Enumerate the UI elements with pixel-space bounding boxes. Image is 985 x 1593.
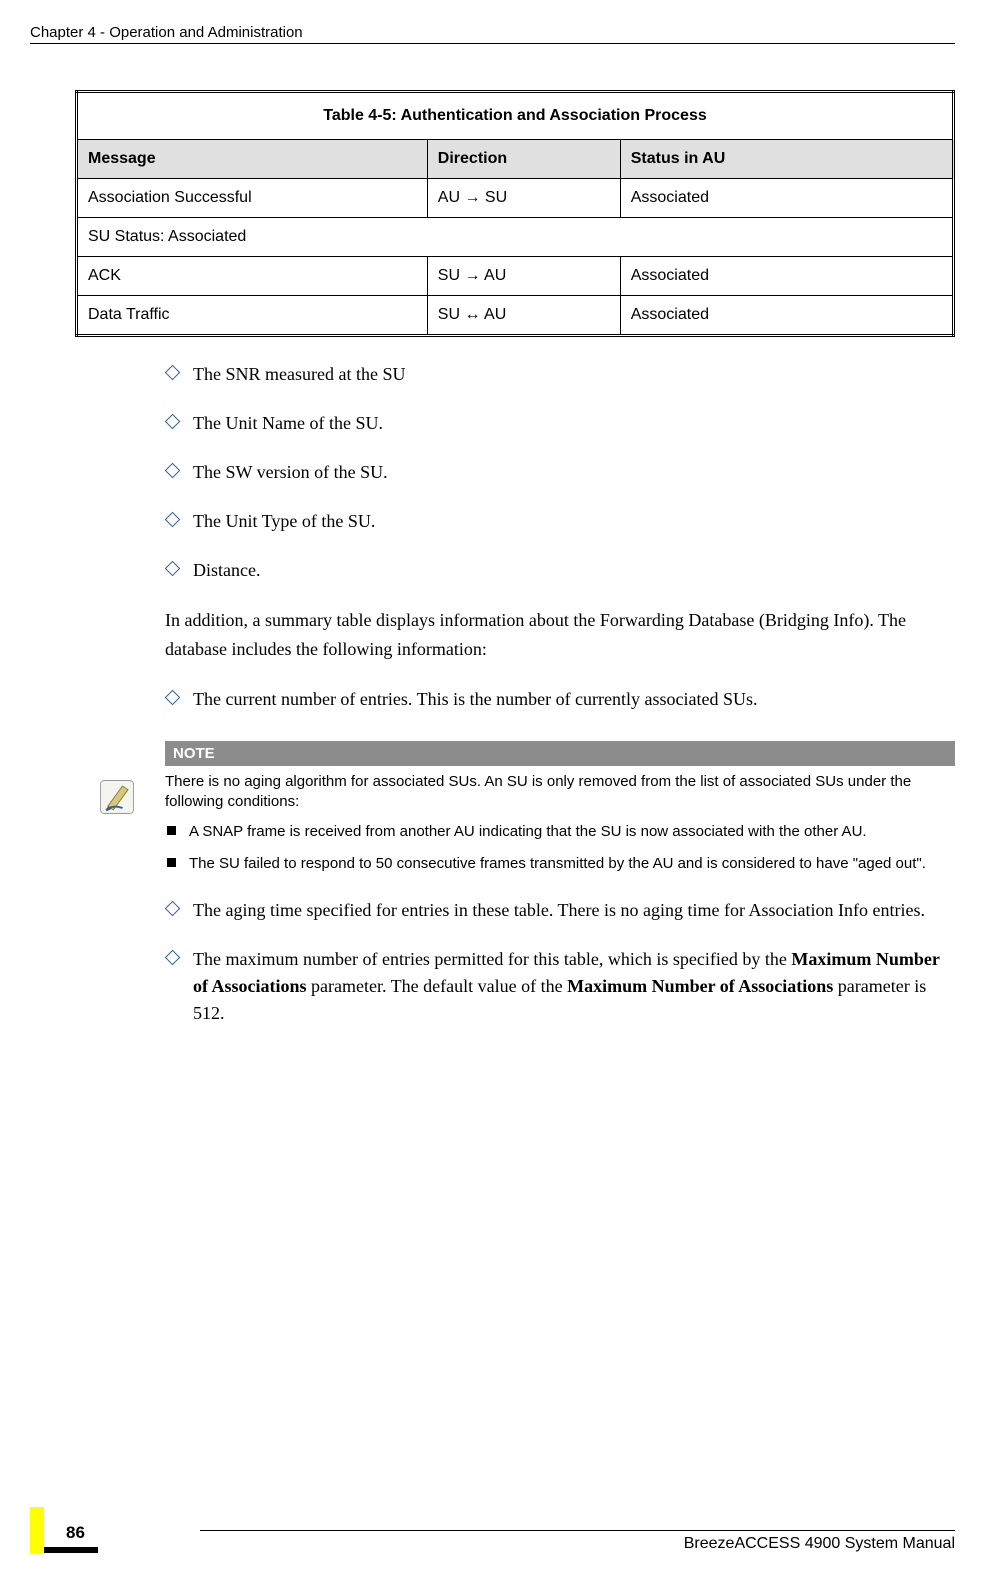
cell-status: Associated	[620, 179, 953, 218]
list-item: The Unit Type of the SU.	[165, 508, 955, 535]
note-label: NOTE	[165, 741, 955, 766]
bullet-list-1: The SNR measured at the SU The Unit Name…	[165, 361, 955, 584]
list-item: The maximum number of entries permitted …	[165, 946, 955, 1027]
page-footer: BreezeACCESS 4900 System Manual 86	[30, 1530, 955, 1553]
manual-title: BreezeACCESS 4900 System Manual	[30, 1531, 955, 1553]
bullet-list-3: The aging time specified for entries in …	[165, 897, 955, 1027]
table-title: Table 4-5: Authentication and Associatio…	[77, 92, 954, 140]
table-header-row: Message Direction Status in AU	[77, 140, 954, 179]
list-item: The Unit Name of the SU.	[165, 410, 955, 437]
note-item: A SNAP frame is received from another AU…	[165, 822, 955, 842]
chapter-title: Chapter 4 - Operation and Administration	[30, 24, 303, 41]
table-row: Data Traffic SU ↔ AU Associated	[77, 296, 954, 336]
yellow-accent	[30, 1507, 44, 1553]
text-pre: The maximum number of entries permitted …	[193, 949, 791, 969]
col-direction: Direction	[427, 140, 620, 179]
cell-message: Association Successful	[77, 179, 428, 218]
cell-status: Associated	[620, 296, 953, 336]
list-item: The SW version of the SU.	[165, 459, 955, 486]
content-area: Table 4-5: Authentication and Associatio…	[75, 90, 955, 1049]
col-status: Status in AU	[620, 140, 953, 179]
page-header: Chapter 4 - Operation and Administration	[30, 24, 955, 44]
cell-message: ACK	[77, 257, 428, 296]
body-section: The SNR measured at the SU The Unit Name…	[75, 361, 955, 713]
list-item: The SNR measured at the SU	[165, 361, 955, 388]
table-row: ACK SU → AU Associated	[77, 257, 954, 296]
cell-direction: AU → SU	[427, 179, 620, 218]
cell-direction: SU ↔ AU	[427, 296, 620, 336]
note-icon	[95, 775, 139, 819]
page-number-box: 86	[30, 1507, 85, 1553]
list-item: The current number of entries. This is t…	[165, 686, 955, 713]
text-bold: Maximum Number of Associations	[567, 976, 833, 996]
note-intro: There is no aging algorithm for associat…	[165, 772, 955, 813]
auth-table: Table 4-5: Authentication and Associatio…	[75, 90, 955, 337]
note-item: The SU failed to respond to 50 consecuti…	[165, 854, 955, 874]
col-message: Message	[77, 140, 428, 179]
paragraph: In addition, a summary table displays in…	[165, 606, 955, 664]
list-item: The aging time specified for entries in …	[165, 897, 955, 924]
note-block: NOTE There is no aging algorithm for ass…	[75, 741, 955, 875]
cell-message: Data Traffic	[77, 296, 428, 336]
black-accent	[44, 1547, 98, 1553]
table-row: Association Successful AU → SU Associate…	[77, 179, 954, 218]
list-item: Distance.	[165, 557, 955, 584]
note-list: A SNAP frame is received from another AU…	[165, 822, 955, 875]
cell-status: Associated	[620, 257, 953, 296]
text-mid: parameter. The default value of the	[307, 976, 568, 996]
body-section-2: The aging time specified for entries in …	[75, 897, 955, 1027]
cell-span: SU Status: Associated	[77, 218, 954, 257]
table-row: SU Status: Associated	[77, 218, 954, 257]
cell-direction: SU → AU	[427, 257, 620, 296]
bullet-list-2: The current number of entries. This is t…	[165, 686, 955, 713]
